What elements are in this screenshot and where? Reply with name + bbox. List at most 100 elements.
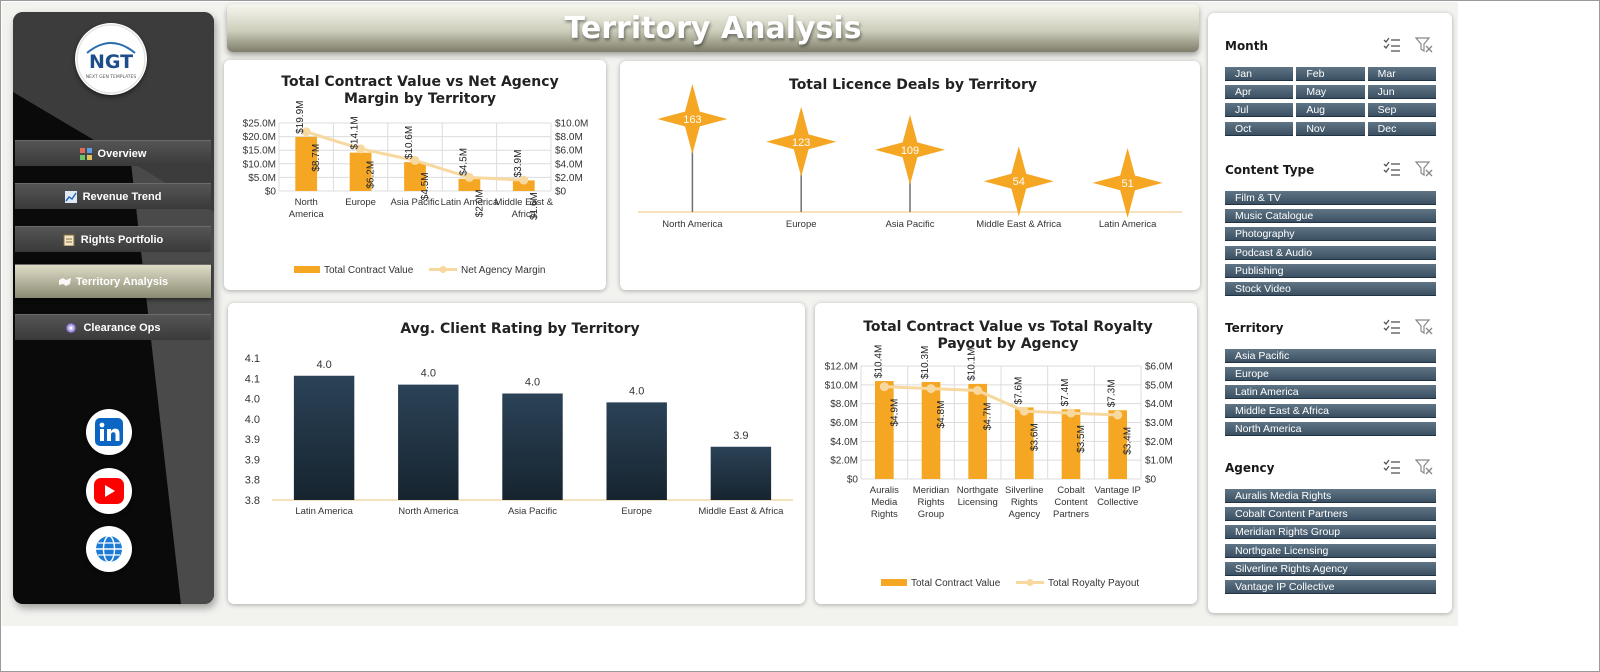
bar-data-label: $19.9M bbox=[295, 101, 306, 134]
bar bbox=[295, 136, 318, 191]
line-data-label: $6.2M bbox=[366, 161, 377, 189]
slicer-item-jan[interactable]: Jan bbox=[1225, 67, 1294, 81]
slicer-item-mar[interactable]: Mar bbox=[1367, 67, 1436, 81]
line-data-label: $4.9M bbox=[889, 399, 900, 427]
right-axis-tick-label: $1.0M bbox=[1145, 456, 1173, 467]
slicer-item-north-america[interactable]: North America bbox=[1225, 421, 1436, 436]
multi-select-icon[interactable] bbox=[1383, 319, 1401, 335]
line-point bbox=[410, 155, 420, 165]
slicer-item-sep[interactable]: Sep bbox=[1367, 103, 1436, 118]
slicer-item-jul[interactable]: Jul bbox=[1225, 103, 1294, 118]
nav-overview-button[interactable]: Overview bbox=[15, 140, 211, 166]
slicer-item-apr[interactable]: Apr bbox=[1225, 85, 1294, 100]
category-label: Middle East & Africa bbox=[976, 219, 1062, 230]
slicer-item-music-catalogue[interactable]: Music Catalogue bbox=[1225, 209, 1436, 224]
slicer-item-photography[interactable]: Photography bbox=[1225, 227, 1436, 242]
star-marker bbox=[657, 84, 728, 154]
star-marker bbox=[983, 146, 1054, 217]
multi-select-icon[interactable] bbox=[1383, 459, 1401, 475]
slicer-item-nov[interactable]: Nov bbox=[1296, 121, 1365, 136]
slicer-title-agency: Agency bbox=[1225, 461, 1275, 475]
slicer-item-cobalt-content-partners[interactable]: Cobalt Content Partners bbox=[1225, 507, 1436, 522]
licence-deals-chart-card: Total Licence Deals by Territory 163 Nort… bbox=[620, 61, 1200, 290]
clear-filter-icon[interactable] bbox=[1414, 161, 1433, 177]
youtube-icon bbox=[94, 478, 124, 504]
nav-rights-portfolio-label: Rights Portfolio bbox=[80, 233, 164, 246]
line-data-label: $1.6M bbox=[529, 192, 540, 220]
slicer-item-dec[interactable]: Dec bbox=[1367, 121, 1436, 136]
logo-text: NGT bbox=[89, 51, 133, 73]
slicer-item-stock-video[interactable]: Stock Video bbox=[1225, 282, 1436, 296]
data-label: 54 bbox=[1013, 176, 1025, 188]
right-axis-tick-label: $0 bbox=[555, 187, 567, 198]
legend-swatch-bar bbox=[294, 266, 320, 273]
y-axis-tick-label: 3.9 bbox=[245, 434, 260, 446]
right-axis-tick-label: $2.0M bbox=[555, 173, 583, 184]
slicer-item-film-tv[interactable]: Film & TV bbox=[1225, 191, 1436, 205]
category-label: Latin America bbox=[441, 197, 499, 208]
page-header: Territory Analysis bbox=[227, 4, 1199, 52]
contract-margin-chart-card: Total Contract Value vs Net Agency Margi… bbox=[224, 60, 606, 290]
category-label: Latin America bbox=[1099, 219, 1157, 230]
slicer-item-jun[interactable]: Jun bbox=[1367, 85, 1436, 100]
sidebar-background bbox=[13, 12, 214, 604]
nav-territory-analysis-button[interactable]: Territory Analysis bbox=[15, 264, 211, 298]
bar-data-label: $7.3M bbox=[1107, 379, 1118, 407]
left-axis-tick-label: $10.0M bbox=[825, 380, 858, 391]
category-label: Cobalt bbox=[1057, 485, 1085, 496]
nav-clearance-ops-button[interactable]: Clearance Ops bbox=[15, 314, 211, 340]
category-label: Agency bbox=[1008, 509, 1040, 520]
slicer-item-latin-america[interactable]: Latin America bbox=[1225, 385, 1436, 400]
dashboard-canvas: NGT NEXT GEN TEMPLATES Overview Revenue … bbox=[2, 2, 1458, 626]
slicer-item-northgate-licensing[interactable]: Northgate Licensing bbox=[1225, 543, 1436, 558]
slicer-toolbar bbox=[1383, 459, 1433, 475]
category-label: North America bbox=[662, 219, 723, 230]
clear-filter-icon[interactable] bbox=[1414, 319, 1433, 335]
chart-title: Total Licence Deals by Territory bbox=[789, 77, 1037, 93]
slicer-item-may[interactable]: May bbox=[1296, 85, 1365, 100]
clear-filter-icon[interactable] bbox=[1414, 459, 1433, 475]
client-rating-chart-card: Avg. Client Rating by Territory 4.1 4.1 4.… bbox=[228, 303, 805, 604]
chart-title-line2: Margin by Territory bbox=[344, 91, 496, 107]
slicer-item-podcast-audio[interactable]: Podcast & Audio bbox=[1225, 245, 1436, 260]
slicer-item-oct[interactable]: Oct bbox=[1225, 121, 1294, 136]
slicer-item-feb[interactable]: Feb bbox=[1296, 67, 1365, 81]
slicer-item-europe[interactable]: Europe bbox=[1225, 367, 1436, 382]
slicer-item-vantage-ip-collective[interactable]: Vantage IP Collective bbox=[1225, 580, 1436, 594]
y-axis-tick-label: 4.0 bbox=[245, 414, 260, 426]
website-button[interactable] bbox=[86, 526, 132, 572]
left-axis-tick-label: $4.0M bbox=[830, 437, 858, 448]
y-axis-tick-label: 4.1 bbox=[245, 353, 260, 365]
nav-overview-label: Overview bbox=[97, 147, 147, 160]
clear-filter-icon[interactable] bbox=[1414, 37, 1433, 53]
nav-territory-analysis-label: Territory Analysis bbox=[75, 275, 169, 288]
legend-label: Net Agency Margin bbox=[461, 265, 546, 276]
star-marker bbox=[1092, 147, 1163, 218]
multi-select-icon[interactable] bbox=[1383, 37, 1401, 53]
nav-rights-portfolio-button[interactable]: Rights Portfolio bbox=[15, 226, 211, 252]
slicer-item-auralis-media-rights[interactable]: Auralis Media Rights bbox=[1225, 489, 1436, 503]
category-label: America bbox=[289, 209, 325, 220]
slicer-item-aug[interactable]: Aug bbox=[1296, 103, 1365, 118]
slicer-item-silverline-rights-agency[interactable]: Silverline Rights Agency bbox=[1225, 561, 1436, 576]
slicer-item-middle-east-africa[interactable]: Middle East & Africa bbox=[1225, 403, 1436, 418]
line-data-label: $4.7M bbox=[983, 402, 994, 430]
data-label: 4.0 bbox=[629, 385, 644, 397]
category-label: Rights bbox=[871, 509, 898, 520]
y-axis-tick-label: 4.1 bbox=[245, 373, 260, 385]
data-label: 51 bbox=[1121, 178, 1133, 190]
multi-select-icon[interactable] bbox=[1383, 161, 1401, 177]
left-axis-tick-label: $5.0M bbox=[248, 173, 276, 184]
line-data-label: $8.7M bbox=[311, 144, 322, 172]
slicer-toolbar bbox=[1383, 37, 1433, 53]
slicer-item-publishing[interactable]: Publishing bbox=[1225, 263, 1436, 278]
category-label: Partners bbox=[1053, 509, 1089, 520]
linkedin-button[interactable] bbox=[86, 409, 132, 455]
globe-icon bbox=[96, 535, 122, 563]
nav-revenue-trend-button[interactable]: Revenue Trend bbox=[15, 183, 211, 209]
right-axis-tick-label: $10.0M bbox=[555, 119, 588, 130]
slicer-item-asia-pacific[interactable]: Asia Pacific bbox=[1225, 349, 1436, 363]
chart-title-line1: Total Contract Value vs Total Royalty bbox=[863, 319, 1153, 335]
youtube-button[interactable] bbox=[86, 468, 132, 514]
slicer-item-meridian-rights-group[interactable]: Meridian Rights Group bbox=[1225, 525, 1436, 540]
